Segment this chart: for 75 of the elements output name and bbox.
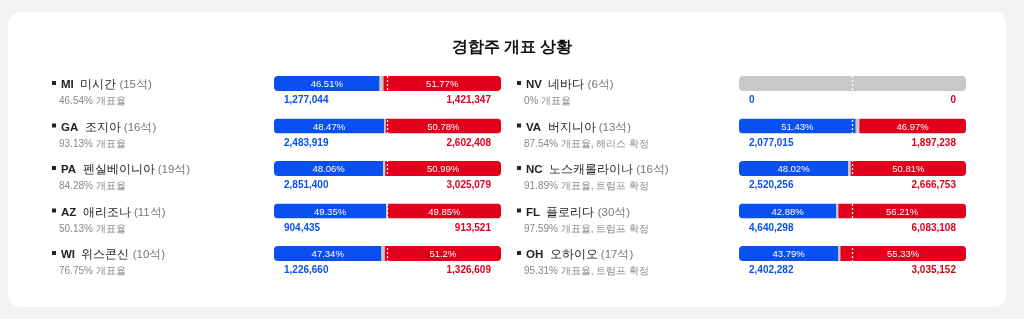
chart-title: 경합주 개표 상황 — [451, 38, 573, 55]
bar — [381, 246, 385, 261]
data-label: 56.21% — [886, 205, 919, 217]
text: 0% 개표율 — [524, 95, 572, 106]
data-label: 48.06% — [312, 163, 346, 174]
y-tick-label: AZ 애리조나 (11석) — [61, 205, 166, 218]
bar — [384, 246, 501, 261]
data-label: 47.34% — [311, 248, 345, 259]
data-label: 49.35% — [313, 205, 347, 217]
text: 76.75% 개표율 — [59, 265, 126, 276]
annotation: 0 — [950, 94, 957, 105]
data-label: 42.88% — [771, 205, 805, 217]
bar — [850, 161, 966, 176]
text: 87.54% 개표율, 해리스 확정 — [524, 137, 650, 149]
annotation: 3,025,079 — [446, 179, 492, 190]
annotation: 913,521 — [454, 221, 492, 233]
bar — [383, 76, 501, 91]
y-tick-label: GA 조지아 (16석) — [61, 120, 157, 133]
data-label: 51.77% — [426, 78, 459, 89]
text: 1,326,609 — [446, 264, 492, 275]
bar — [838, 246, 841, 261]
text: 1,226,660 — [284, 264, 329, 275]
bar — [739, 161, 849, 176]
bar — [383, 161, 386, 176]
data-label: 51.43% — [781, 120, 815, 132]
bar — [836, 203, 839, 219]
data-label: 48.02% — [777, 163, 811, 174]
bar — [274, 161, 384, 176]
bar — [274, 246, 382, 261]
data-label: 46.97% — [896, 120, 930, 132]
annotation: 6,083,108 — [911, 221, 957, 233]
annotation: 904,435 — [284, 221, 321, 233]
text: 84.28% 개표율 — [59, 180, 126, 191]
annotation: 0 — [749, 94, 755, 105]
text: 93.13% 개표율 — [59, 137, 126, 149]
y-tick-label: WI 위스콘신 (10석) — [61, 248, 166, 260]
bar — [274, 76, 380, 91]
text: 3,035,152 — [911, 264, 957, 275]
annotation: 2,666,753 — [911, 179, 957, 190]
data-label: 50.78% — [427, 120, 461, 132]
bar — [739, 76, 966, 91]
text: 46.54% 개표율 — [59, 95, 126, 106]
text: 95.31% 개표율, 트럼프 확정 — [524, 265, 650, 276]
text: 97.59% 개표율, 트럼프 확정 — [524, 222, 650, 234]
data-label: 50.81% — [892, 163, 925, 174]
annotation: 2,483,919 — [284, 136, 329, 148]
bar — [739, 246, 839, 261]
y-tick-label: MI 미시간 (15석) — [61, 78, 152, 90]
data-label: 55.33% — [887, 248, 920, 259]
y-tick-label: NV 네바다 (6석) — [526, 78, 614, 90]
annotation: 1,421,347 — [446, 94, 492, 105]
bar — [385, 161, 501, 176]
y-tick-label: FL 플로리다 (30석) — [526, 205, 631, 218]
data-label: 43.79% — [772, 248, 806, 259]
text: 91.89% 개표율, 트럼프 확정 — [524, 180, 650, 191]
text: 50.13% 개표율 — [59, 222, 126, 234]
y-tick-label: OH 오하이오 (17석) — [526, 248, 634, 260]
data-label: 50.99% — [427, 163, 460, 174]
bar — [848, 161, 851, 176]
annotation: 4,640,298 — [749, 221, 794, 233]
y-tick-label: VA 버지니아 (13석) — [526, 120, 632, 133]
data-label: 51.2% — [429, 248, 457, 259]
y-tick-label: PA 펜실베이니아 (19석) — [61, 163, 191, 175]
y-tick-label: NC 노스캐롤라이나 (16석) — [526, 163, 669, 175]
annotation: 2,520,256 — [749, 179, 794, 190]
annotation: 1,897,238 — [911, 136, 957, 148]
annotation: 2,602,408 — [446, 136, 492, 148]
text: 2,402,282 — [749, 264, 794, 275]
bar — [840, 246, 966, 261]
annotation: 2,851,400 — [284, 179, 329, 190]
annotation: 2,077,015 — [749, 136, 794, 148]
data-label: 46.51% — [310, 78, 344, 89]
data-label: 48.47% — [312, 120, 346, 132]
annotation: 1,277,044 — [284, 94, 329, 105]
data-label: 49.85% — [428, 205, 462, 217]
